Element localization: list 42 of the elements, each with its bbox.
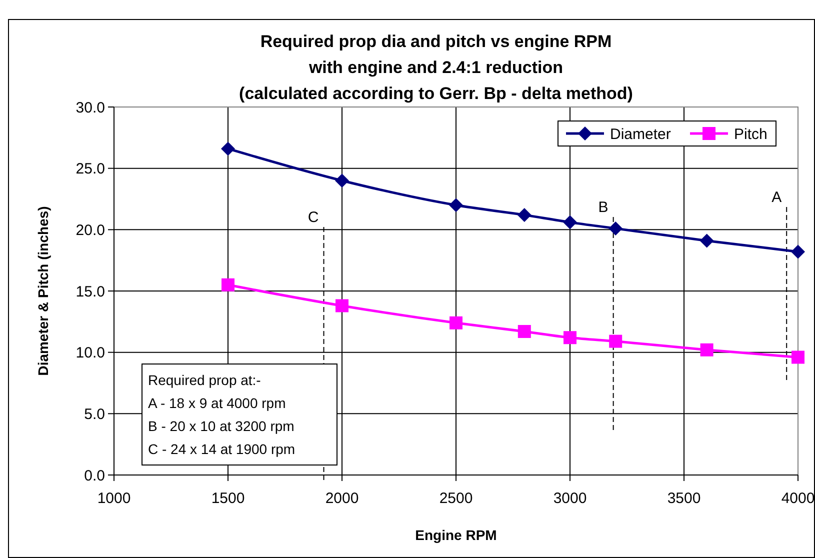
y-tick-label: 5.0 bbox=[84, 406, 105, 423]
annotation: Required prop at:- bbox=[148, 372, 262, 388]
ref-line-label: C bbox=[308, 209, 319, 226]
legend-label: Diameter bbox=[610, 126, 671, 143]
point bbox=[222, 278, 234, 292]
x-tick-label: 1500 bbox=[211, 490, 245, 507]
x-tick-label: 4000 bbox=[781, 490, 815, 507]
x-tick-label: 1000 bbox=[97, 490, 131, 507]
y-tick-label: 10.0 bbox=[76, 344, 105, 362]
point bbox=[450, 316, 462, 330]
y-tick-label: 30.0 bbox=[76, 99, 105, 116]
y-tick-label: 0.0 bbox=[84, 467, 105, 484]
ref-line-label: B bbox=[598, 199, 608, 216]
annotation: B - 20 x 10 at 3200 rpm bbox=[148, 418, 294, 434]
y-axis-title: Diameter & Pitch (inches) bbox=[35, 206, 51, 376]
point bbox=[518, 324, 531, 338]
point bbox=[336, 299, 348, 312]
y-tick-label: 25.0 bbox=[76, 160, 105, 178]
point bbox=[792, 350, 804, 364]
x-tick-label: 3000 bbox=[553, 490, 587, 507]
point bbox=[700, 234, 714, 248]
annotation: C - 24 x 14 at 1900 rpm bbox=[148, 441, 296, 457]
chart-title: Required prop dia and pitch vs engine RPM with engine and 2.4:1 reduction (calculated according to Gerr. Bp - delta method) bbox=[239, 32, 633, 103]
y-tick-label: 15.0 bbox=[76, 283, 105, 300]
point bbox=[608, 221, 623, 236]
point bbox=[791, 244, 805, 259]
point bbox=[564, 331, 576, 344]
x-axis-title: Engine RPM bbox=[415, 527, 497, 543]
ref-line-label: A bbox=[772, 189, 782, 206]
point bbox=[517, 208, 532, 222]
x-tick-label: 2000 bbox=[325, 490, 359, 507]
x-tick-label: 3500 bbox=[667, 490, 701, 507]
annotation: A - 18 x 9 at 4000 rpm bbox=[148, 395, 286, 411]
point bbox=[700, 343, 714, 356]
legend-label: Pitch bbox=[734, 126, 768, 143]
point bbox=[221, 142, 235, 156]
x-tick-label: 2500 bbox=[439, 490, 473, 507]
point bbox=[335, 174, 349, 188]
point bbox=[609, 334, 622, 348]
point bbox=[563, 215, 577, 230]
y-tick-label: 20.0 bbox=[76, 222, 105, 239]
point bbox=[449, 198, 463, 212]
